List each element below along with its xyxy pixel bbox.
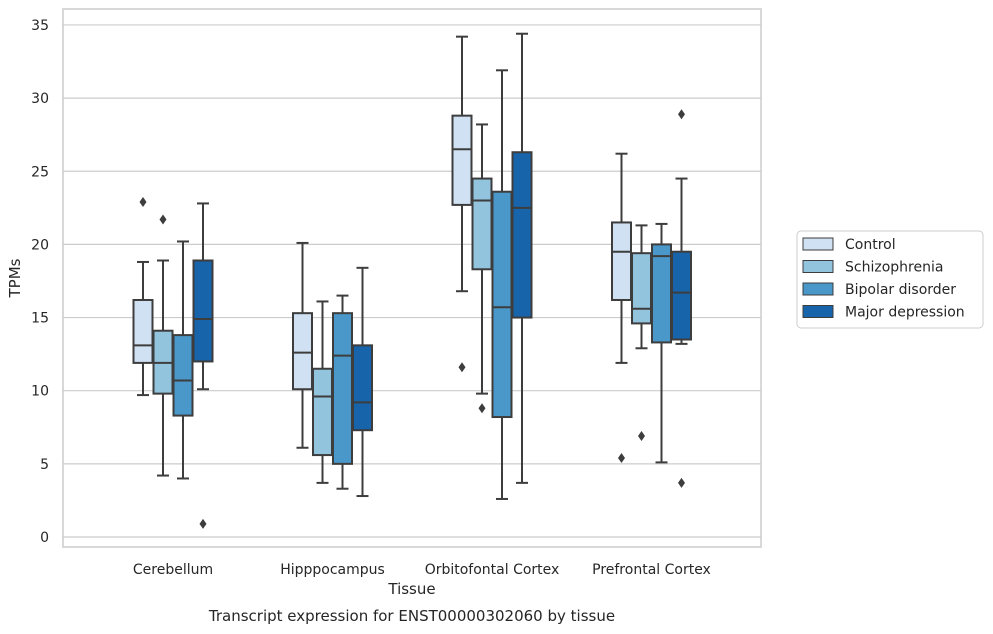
legend-label: Schizophrenia — [845, 260, 943, 276]
y-tick-label: 30 — [31, 91, 49, 107]
box-iqr — [332, 312, 353, 465]
x-tick-label: Prefrontal Cortex — [592, 562, 711, 578]
y-axis-label: TPMs — [6, 258, 24, 298]
y-tick-label: 15 — [31, 311, 49, 327]
box-control — [611, 152, 632, 463]
box-iqr — [471, 177, 493, 271]
y-tick-label: 25 — [31, 164, 49, 180]
box-control — [292, 241, 313, 449]
outlier-point — [159, 214, 167, 225]
chart-title: Transcript expression for ENST0000030206… — [208, 607, 615, 625]
x-axis-label: Tissue — [387, 580, 435, 598]
y-tick-label: 35 — [31, 18, 49, 34]
legend: Control Schizophrenia Bipolar disorder Majo… — [796, 230, 984, 329]
box-bipolar-disorder — [172, 240, 194, 480]
box-control — [132, 196, 154, 397]
outlier-point — [478, 403, 486, 414]
box-schizophrenia — [152, 214, 174, 477]
legend-label: Control — [845, 237, 896, 253]
box-major-depression — [511, 32, 533, 484]
plot-frame — [62, 8, 762, 548]
box-control — [451, 35, 473, 373]
legend-swatch — [802, 282, 834, 296]
box-iqr — [352, 344, 373, 432]
box-iqr — [172, 334, 194, 417]
box-iqr — [511, 151, 533, 319]
y-tick-label: 5 — [40, 457, 49, 473]
boxes — [132, 32, 692, 529]
x-tick-label: Orbitofontal Cortex — [425, 562, 560, 578]
box-schizophrenia — [471, 123, 493, 414]
box-iqr — [312, 367, 333, 457]
box-bipolar-disorder — [332, 294, 353, 490]
x-tick-label: Hipppocampus — [280, 562, 385, 578]
outlier-point — [678, 109, 685, 120]
box-major-depression — [352, 266, 373, 498]
box-iqr — [451, 114, 473, 206]
box-iqr — [671, 250, 692, 341]
legend-frame — [796, 230, 984, 329]
y-tick-label: 0 — [40, 530, 49, 546]
box-major-depression — [671, 109, 692, 488]
outlier-point — [458, 362, 466, 373]
box-iqr — [611, 221, 632, 301]
box-schizophrenia — [631, 224, 652, 442]
box-iqr — [292, 312, 313, 391]
y-tick-label: 10 — [31, 384, 49, 400]
outlier-point — [618, 452, 625, 463]
box-iqr — [132, 298, 154, 364]
y-tick-labels: 0 5 10 15 20 25 30 35 — [31, 18, 49, 546]
box-iqr — [651, 243, 672, 344]
outlier-point — [199, 518, 207, 529]
legend-swatch — [802, 305, 834, 318]
x-tick-labels: Cerebellum Hipppocampus Orbitofontal Corte… — [133, 562, 711, 578]
legend-label: Bipolar disorder — [845, 282, 956, 298]
box-bipolar-disorder — [651, 222, 672, 464]
legend-label: Major depression — [845, 305, 965, 321]
legend-swatch — [802, 260, 834, 273]
box-iqr — [192, 259, 214, 363]
outlier-point — [638, 431, 645, 442]
box-schizophrenia — [312, 300, 333, 484]
box-major-depression — [192, 202, 214, 529]
x-tick-label: Cerebellum — [133, 562, 213, 578]
box-bipolar-disorder — [491, 69, 513, 500]
box-iqr — [631, 252, 652, 325]
y-tick-label: 20 — [31, 237, 49, 253]
outlier-point — [678, 477, 685, 488]
box-iqr — [491, 190, 513, 419]
outlier-point — [139, 196, 147, 207]
legend-swatch — [802, 237, 834, 251]
